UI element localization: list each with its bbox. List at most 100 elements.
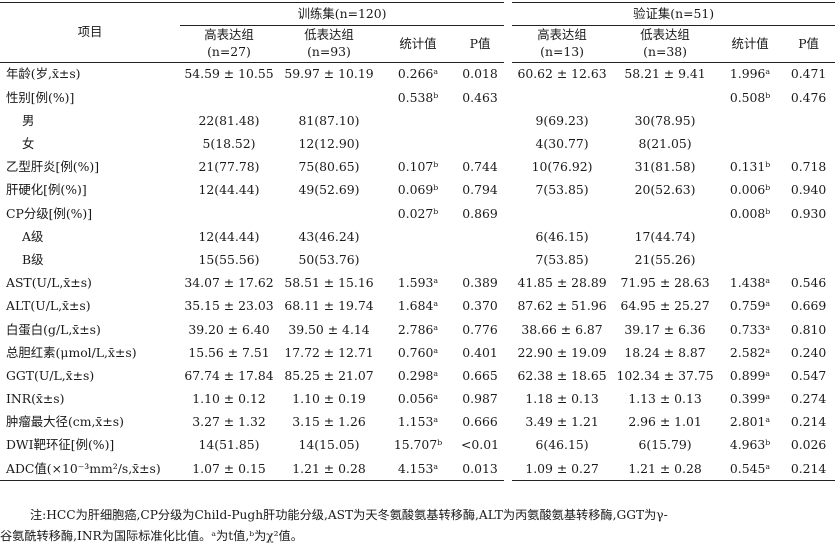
row-item-label: ADC值(×10⁻³mm²/s,x̄±s): [0, 457, 180, 482]
table-cell: 0.018: [462, 66, 498, 82]
table-row: 年龄(岁,x̄±s) 54.59 ± 10.55 59.97 ± 10.19 0.26…: [0, 62, 835, 87]
table-cell: 67.74 ± 17.84: [184, 367, 274, 383]
table-cell: 0.794: [462, 182, 498, 198]
table-cell: 12(44.44): [198, 228, 260, 244]
table-cell: [380, 225, 456, 248]
column-header-4-line-0: 高表达组: [537, 27, 587, 43]
table-cell: 0.240: [790, 344, 827, 360]
row-item-label: 性别[例(%)]: [6, 89, 75, 105]
table-cell: 39.17 ± 6.36: [624, 321, 706, 337]
table-cell: [782, 133, 835, 156]
table-row: INR(x̄±s) 1.10 ± 0.12 1.10 ± 0.19 0.056ᵃ 0.9…: [0, 387, 835, 411]
table-cell: 0.665: [462, 367, 498, 383]
column-header-4: 高表达组 (n=13): [504, 25, 613, 63]
table-cell: 0.545ᵃ: [718, 457, 783, 482]
column-header-3: P值: [456, 25, 509, 63]
row-item-label: 总胆红素(μmol/L,x̄±s): [6, 344, 137, 360]
table-cell: 0.930: [790, 205, 827, 221]
table-cell: 30(78.95): [634, 112, 696, 128]
table-cell: 0.107ᵇ: [397, 159, 439, 175]
table-cell: <0.01: [461, 437, 500, 453]
table-cell: 35.15 ± 23.03: [184, 298, 274, 314]
table-cell: 68.11 ± 19.74: [284, 298, 374, 314]
row-item-label: INR(x̄±s): [6, 391, 65, 407]
table-cell: 1.07 ± 0.15: [180, 457, 278, 482]
table-cell: [456, 133, 508, 156]
table-cell: 17(44.74): [634, 228, 696, 244]
row-item-label: 年龄(岁,x̄±s): [6, 66, 81, 82]
table-cell: 1.21 ± 0.28: [612, 457, 719, 482]
table-cell: 0.069ᵇ: [397, 182, 439, 198]
table-cell: [782, 225, 835, 248]
table-cell: 1.09 ± 0.27: [504, 457, 613, 482]
column-header-1: 低表达组 (n=93): [278, 25, 380, 63]
table-cell: [504, 202, 613, 226]
table-cell: 1.10 ± 0.12: [192, 391, 266, 407]
table-cell: 18.24 ± 8.87: [624, 344, 706, 360]
table-cell: 38.66 ± 6.87: [504, 318, 613, 342]
table-cell: 0.214: [790, 414, 827, 430]
table-cell: 4(30.77): [504, 132, 613, 156]
table-cell: 10(76.92): [504, 155, 613, 179]
table-cell: 7(53.85): [504, 248, 613, 272]
table-cell: 0.666: [462, 414, 498, 430]
table-cell: 0.899ᵃ: [729, 367, 771, 383]
table-cell: [782, 249, 835, 272]
table-cell: 0.733ᵃ: [729, 321, 771, 337]
table-cell: [718, 249, 782, 272]
table-row: B级 15(55.56) 50(53.76) 7(53.85) 21(55.26): [0, 248, 835, 272]
table-row: 肿瘤最大径(cm,x̄±s) 3.27 ± 1.32 3.15 ± 1.26 1.15…: [0, 410, 835, 434]
table-cell: 0.987: [462, 391, 498, 407]
table-cell: 50(53.76): [298, 251, 360, 267]
table-cell: [380, 109, 456, 132]
table-cell: 12(12.90): [298, 136, 360, 152]
table-row: AST(U/L,x̄±s) 34.07 ± 17.62 58.51 ± 15.16 1…: [0, 271, 835, 295]
row-item-label: ALT(U/L,x̄±s): [6, 298, 91, 314]
table-cell: 0.399ᵃ: [729, 391, 771, 407]
table-cell: 1.153ᵃ: [397, 414, 439, 430]
table-cell: 2.801ᵃ: [729, 414, 771, 430]
table-cell: 0.389: [462, 275, 498, 291]
row-item-label: DWI靶环征[例(%)]: [6, 437, 115, 453]
table-cell: [782, 109, 835, 132]
table-cell: 0.744: [462, 159, 498, 175]
table-footnote: 注:HCC为肝细胞癌,CP分级为Child-Pugh肝功能分级,AST为天冬氨酸…: [0, 505, 835, 547]
row-item-label: AST(U/L,x̄±s): [6, 275, 92, 291]
table-cell: [718, 225, 782, 248]
column-header-7-line-0: P值: [798, 35, 819, 51]
footnote-line-1: 注:HCC为肝细胞癌,CP分级为Child-Pugh肝功能分级,AST为天冬氨酸…: [30, 508, 668, 522]
header-item: 项目: [0, 2, 180, 63]
table-body: 年龄(岁,x̄±s) 54.59 ± 10.55 59.97 ± 10.19 0.26…: [0, 62, 835, 482]
table-cell: 41.85 ± 28.89: [504, 271, 613, 295]
table-cell: [380, 249, 456, 272]
table-cell: [456, 225, 508, 248]
column-header-5: 低表达组 (n=38): [612, 25, 719, 63]
table-cell: 15(55.56): [198, 251, 260, 267]
table-cell: 62.38 ± 18.65: [504, 364, 613, 388]
table-cell: [718, 133, 782, 156]
row-item-label: 女: [22, 136, 35, 152]
table-cell: 4.153ᵃ: [380, 457, 456, 482]
table-cell: 0.547: [790, 367, 827, 383]
table-cell: 64.95 ± 25.27: [620, 298, 710, 314]
column-header-3-line-0: P值: [469, 35, 491, 51]
row-item-label: 肿瘤最大径(cm,x̄±s): [6, 414, 124, 430]
table-cell: 15.707ᵇ: [393, 437, 443, 453]
table-cell: 0.370: [462, 298, 498, 314]
table-cell: 5(18.52): [202, 136, 256, 152]
table-cell: 6(46.15): [504, 434, 613, 458]
table-cell: [504, 86, 613, 110]
table-cell: 0.214: [782, 457, 835, 482]
table-cell: 12(44.44): [198, 182, 260, 198]
table-cell: 0.718: [790, 159, 827, 175]
table-cell: 7(53.85): [504, 178, 613, 203]
group-header-row: 项目 训练集(n=120) 验证集(n=51): [0, 2, 835, 63]
table-cell: 0.463: [462, 89, 498, 105]
table-cell: 1.996ᵃ: [729, 66, 771, 82]
table-cell: 1.18 ± 0.13: [504, 387, 613, 411]
table-row: A级 12(44.44) 43(46.24) 6(46.15) 17(44.74): [0, 225, 835, 249]
table-cell: 6(15.79): [638, 437, 692, 453]
table-cell: 0.669: [790, 298, 827, 314]
table-cell: 0.013: [456, 457, 509, 482]
